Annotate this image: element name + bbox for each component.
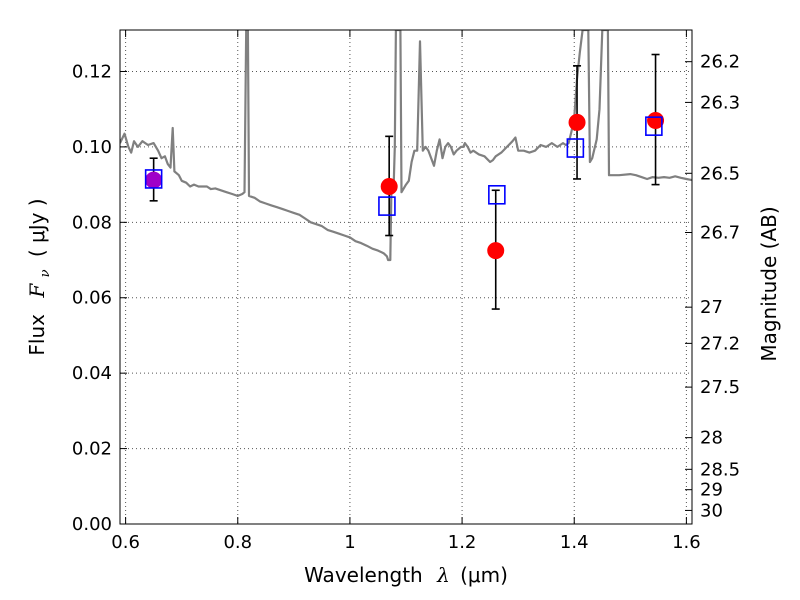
y-axis-label-symbol: F <box>25 283 49 299</box>
y2-tick-label: 27.5 <box>700 377 740 398</box>
y-tick-label: 0.10 <box>72 137 112 158</box>
y2-tick-label: 26.7 <box>700 223 740 244</box>
y-tick-label: 0.04 <box>72 363 112 384</box>
y-axis-ticks: 0.00 0.02 0.04 0.06 0.08 0.10 0.12 <box>72 61 127 535</box>
x-axis-label-symbol: λ <box>436 563 450 587</box>
y2-tick-label: 29 <box>700 480 723 501</box>
model-point <box>566 138 585 158</box>
x-axis-label-text: Wavelength <box>304 563 423 587</box>
x-tick-label: 1.4 <box>560 532 589 553</box>
observed-point <box>568 113 586 131</box>
y-tick-label: 0.06 <box>72 288 112 309</box>
observed-point <box>487 242 505 260</box>
y2-tick-label: 28 <box>700 428 723 449</box>
marker-layer <box>144 112 665 260</box>
x-axis-label: Wavelength λ (μm) <box>304 563 508 587</box>
y2-tick-label: 30 <box>700 500 723 521</box>
y-axis-label-subscript: ν <box>38 269 53 277</box>
plot-frame <box>119 29 693 525</box>
x-tick-label: 1 <box>344 532 355 553</box>
x-tick-label: 1.6 <box>672 532 701 553</box>
x-tick-label: 0.8 <box>223 532 252 553</box>
y2-tick-label: 26.2 <box>700 52 740 73</box>
y-axis-label-unit: ( μJy ) <box>25 198 49 257</box>
model-point <box>488 184 506 205</box>
x-axis-label-unit: (μm) <box>460 563 508 587</box>
y-tick-label: 0.02 <box>72 439 112 460</box>
y-axis-label: Flux F ν ( μJy ) <box>25 198 54 355</box>
grid <box>120 30 692 524</box>
x-axis-ticks: 0.6 0.8 1 1.2 1.4 1.6 <box>111 30 701 553</box>
y2-tick-label: 26.3 <box>700 92 740 113</box>
observed-point <box>380 177 398 195</box>
model-point <box>645 116 663 136</box>
y2-axis-label: Magnitude (AB) <box>757 206 781 361</box>
y-tick-label: 0.12 <box>72 61 112 82</box>
y2-tick-label: 28.5 <box>700 459 740 480</box>
model-point <box>378 196 396 216</box>
y2-tick-label: 27.2 <box>700 333 740 354</box>
y-axis-label-text: Flux <box>25 314 49 356</box>
y2-tick-label: 27 <box>700 297 723 318</box>
y2-tick-label: 26.5 <box>700 163 740 184</box>
x-tick-label: 0.6 <box>111 532 140 553</box>
y-tick-label: 0.08 <box>72 212 112 233</box>
observed-point <box>145 171 163 189</box>
model-point <box>144 169 163 189</box>
x-tick-label: 1.2 <box>448 532 477 553</box>
y-tick-label: 0.00 <box>72 514 112 535</box>
